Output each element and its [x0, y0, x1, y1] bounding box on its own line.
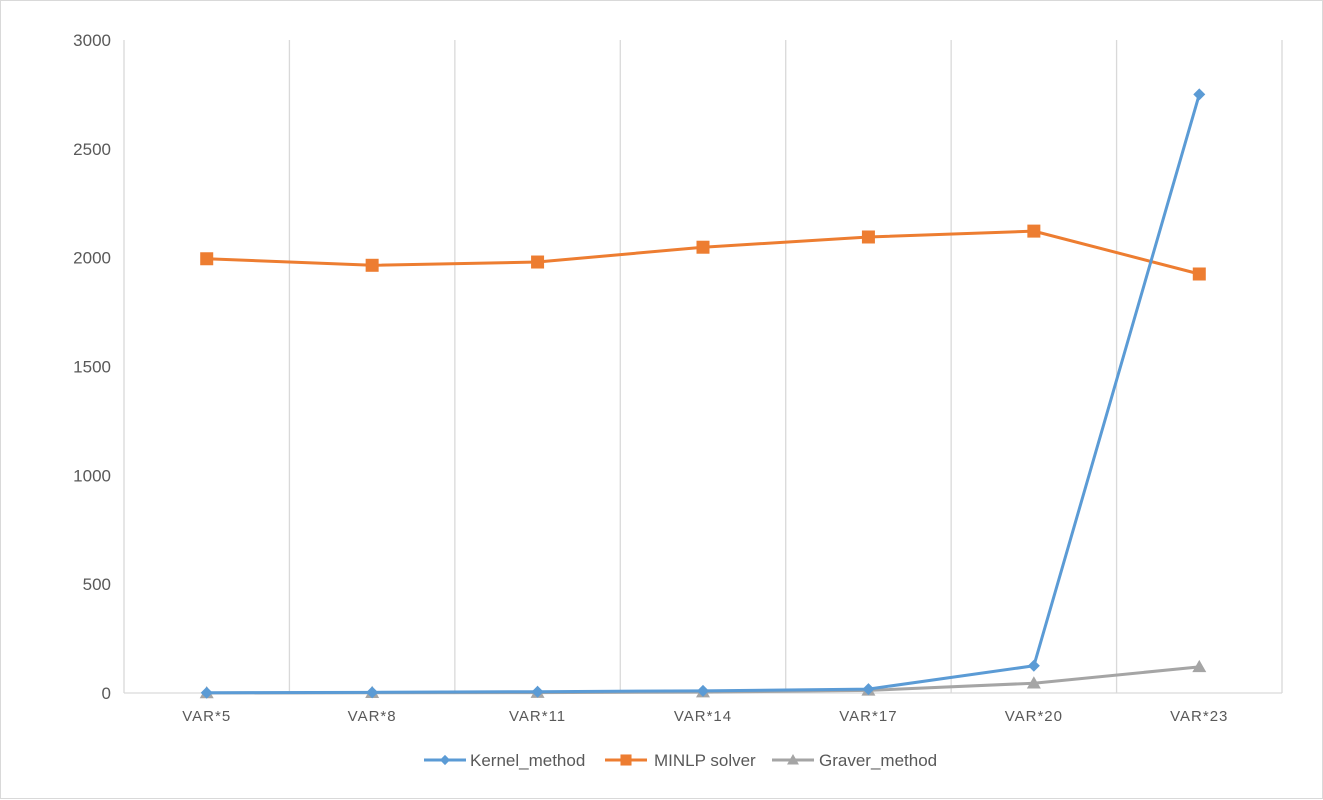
- minlp-solver-square-marker: [365, 258, 379, 272]
- kernel-method-diamond-marker: [200, 686, 213, 699]
- legend: Kernel_method MINLP solver Graver_method: [424, 751, 937, 770]
- kernel-method-diamond-marker: [1027, 659, 1040, 672]
- y-tick-label: 2000: [73, 249, 111, 268]
- axis-layer: 0 500 1000 1500 2000 2500 3000 VAR*5 VAR*8 VAR*11…: [73, 31, 1282, 725]
- x-tick-label: VAR*11: [509, 708, 566, 725]
- minlp-solver-square-marker: [200, 252, 214, 266]
- legend-kernel-method-diamond-marker: [439, 754, 451, 766]
- kernel-method-series: [200, 88, 1206, 699]
- grid-layer: [123, 40, 1283, 693]
- legend-item-kernel-method: Kernel_method: [424, 751, 585, 770]
- x-tick-label: VAR*5: [182, 708, 231, 725]
- kernel-method-line: [206, 93, 1201, 695]
- x-tick-label: VAR*23: [1170, 708, 1228, 725]
- legend-graver-method-triangle-marker: [787, 754, 799, 765]
- y-tick-label: 1000: [73, 466, 111, 485]
- minlp-solver-square-marker: [696, 240, 710, 254]
- x-tick-label: VAR*20: [1005, 708, 1063, 725]
- kernel-method-diamond-marker: [366, 686, 379, 699]
- legend-label-minlp-solver: MINLP solver: [654, 751, 756, 770]
- legend-minlp-solver-square-marker: [620, 754, 632, 766]
- minlp-solver-square-marker: [1192, 267, 1206, 281]
- minlp-solver-square-marker: [531, 255, 545, 269]
- y-tick-label: 3000: [73, 31, 111, 50]
- legend-label-kernel-method: Kernel_method: [470, 751, 585, 770]
- x-tick-label: VAR*17: [839, 708, 897, 725]
- kernel-method-diamond-marker: [697, 684, 709, 697]
- minlp-solver-square-marker: [861, 230, 875, 244]
- minlp-solver-square-marker: [1027, 224, 1041, 238]
- y-tick-label: 500: [83, 575, 111, 594]
- legend-item-minlp-solver: MINLP solver: [605, 751, 756, 770]
- minlp-solver-series: [200, 224, 1206, 281]
- graver-method-triangle-marker: [1026, 676, 1041, 689]
- series-layer: [199, 88, 1207, 699]
- legend-label-graver-method: Graver_method: [819, 751, 937, 770]
- y-tick-label: 1500: [73, 358, 111, 377]
- x-tick-label: VAR*8: [348, 708, 397, 725]
- y-tick-label: 0: [102, 684, 111, 703]
- kernel-method-diamond-marker: [531, 685, 544, 698]
- y-tick-label: 2500: [73, 140, 111, 159]
- x-tick-label: VAR*14: [674, 708, 732, 725]
- graver-method-triangle-marker: [1192, 659, 1207, 673]
- legend-item-graver-method: Graver_method: [772, 751, 937, 770]
- kernel-method-diamond-marker: [862, 683, 875, 696]
- kernel-method-diamond-marker: [1193, 88, 1206, 101]
